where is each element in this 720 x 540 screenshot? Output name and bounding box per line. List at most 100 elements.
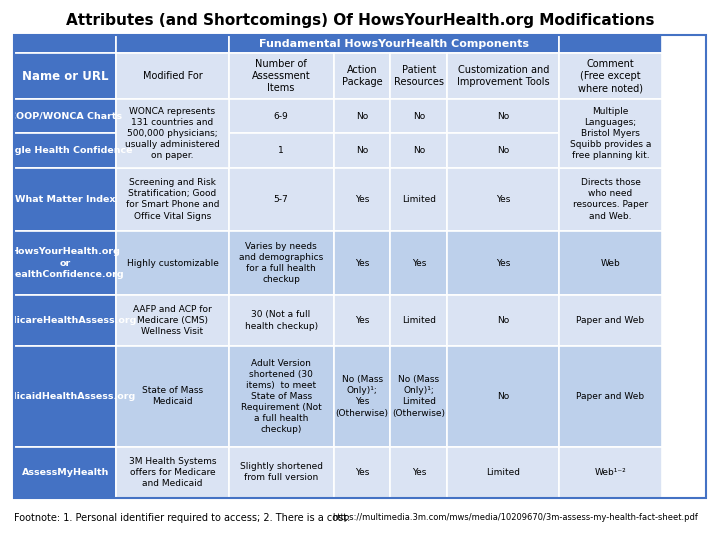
Text: No: No bbox=[356, 146, 368, 155]
Text: Limited: Limited bbox=[486, 468, 521, 477]
Bar bbox=[559, 295, 662, 346]
Text: WONCA represents
131 countries and
500,000 physicians;
usually administered
on p: WONCA represents 131 countries and 500,0… bbox=[125, 106, 220, 160]
Text: Varies by needs
and demographics
for a full health
checkup: Varies by needs and demographics for a f… bbox=[239, 242, 323, 284]
Bar bbox=[333, 231, 390, 295]
Text: Name or URL: Name or URL bbox=[22, 70, 109, 83]
Text: No: No bbox=[356, 112, 368, 120]
Text: 30 (Not a full
health checkup): 30 (Not a full health checkup) bbox=[245, 310, 318, 330]
Bar bbox=[14, 35, 117, 53]
Text: Yes: Yes bbox=[355, 468, 369, 477]
Text: 3M Health Systems
offers for Medicare
and Medicaid: 3M Health Systems offers for Medicare an… bbox=[129, 457, 216, 488]
Text: Yes: Yes bbox=[412, 468, 426, 477]
Text: Modified For: Modified For bbox=[143, 71, 202, 81]
Text: Web: Web bbox=[600, 259, 621, 267]
Bar bbox=[333, 295, 390, 346]
Bar bbox=[228, 447, 333, 498]
Bar bbox=[14, 99, 117, 133]
Bar bbox=[14, 346, 117, 447]
Text: Adult Version
shortened (30
items)  to meet
State of Mass
Requirement (Not
a ful: Adult Version shortened (30 items) to me… bbox=[240, 359, 322, 434]
Bar bbox=[228, 35, 559, 53]
Bar bbox=[559, 53, 662, 99]
Text: Number of
Assessment
Items: Number of Assessment Items bbox=[252, 59, 310, 93]
Bar bbox=[228, 133, 333, 167]
Text: Yes: Yes bbox=[496, 195, 510, 204]
Bar bbox=[117, 295, 228, 346]
Bar bbox=[117, 53, 228, 99]
Text: Single Health Confidence: Single Health Confidence bbox=[0, 146, 132, 155]
Bar bbox=[117, 35, 228, 53]
Bar bbox=[559, 447, 662, 498]
Text: Paper and Web: Paper and Web bbox=[577, 392, 644, 401]
Bar bbox=[447, 133, 559, 167]
Text: 1: 1 bbox=[278, 146, 284, 155]
Text: https://multimedia.3m.com/mws/media/10209670/3m-assess-my-health-fact-sheet.pdf: https://multimedia.3m.com/mws/media/1020… bbox=[332, 514, 698, 523]
Text: AssessMyHealth: AssessMyHealth bbox=[22, 468, 109, 477]
Text: No: No bbox=[497, 316, 509, 325]
Bar bbox=[447, 346, 559, 447]
Text: Yes: Yes bbox=[496, 259, 510, 267]
Bar bbox=[117, 346, 228, 447]
Bar bbox=[390, 231, 447, 295]
Bar bbox=[14, 35, 706, 498]
Text: No (Mass
Only)¹;
Limited
(Otherwise): No (Mass Only)¹; Limited (Otherwise) bbox=[392, 375, 445, 417]
Text: MedicaidHealthAssess.org: MedicaidHealthAssess.org bbox=[0, 392, 136, 401]
Bar bbox=[390, 167, 447, 231]
Bar bbox=[390, 53, 447, 99]
Bar bbox=[117, 447, 228, 498]
Bar bbox=[333, 133, 390, 167]
Text: MedicareHealthAssess.org: MedicareHealthAssess.org bbox=[0, 316, 136, 325]
Text: What Matter Index: What Matter Index bbox=[15, 195, 115, 204]
Bar bbox=[333, 447, 390, 498]
Bar bbox=[117, 167, 228, 231]
Bar bbox=[228, 295, 333, 346]
Bar bbox=[228, 346, 333, 447]
Text: HowsYourHealth.org
or
HealthConfidence.org: HowsYourHealth.org or HealthConfidence.o… bbox=[7, 247, 124, 279]
Bar bbox=[447, 295, 559, 346]
Bar bbox=[333, 167, 390, 231]
Bar bbox=[14, 167, 117, 231]
Text: Fundamental HowsYourHealth Components: Fundamental HowsYourHealth Components bbox=[259, 39, 529, 49]
Text: Web¹⁻²: Web¹⁻² bbox=[595, 468, 626, 477]
Bar bbox=[228, 53, 333, 99]
Bar bbox=[390, 346, 447, 447]
Text: Comment
(Free except
where noted): Comment (Free except where noted) bbox=[578, 59, 643, 93]
Bar bbox=[447, 167, 559, 231]
Text: Limited: Limited bbox=[402, 316, 436, 325]
Bar bbox=[333, 346, 390, 447]
Text: Customization and
Improvement Tools: Customization and Improvement Tools bbox=[457, 65, 549, 87]
Bar bbox=[228, 167, 333, 231]
Text: Yes: Yes bbox=[412, 259, 426, 267]
Text: Yes: Yes bbox=[355, 195, 369, 204]
Bar bbox=[559, 231, 662, 295]
Text: No (Mass
Only)¹;
Yes
(Otherwise): No (Mass Only)¹; Yes (Otherwise) bbox=[336, 375, 389, 417]
Text: Multiple
Languages;
Bristol Myers
Squibb provides a
free planning kit.: Multiple Languages; Bristol Myers Squibb… bbox=[570, 106, 651, 160]
Text: No: No bbox=[497, 112, 509, 120]
Text: AAFP and ACP for
Medicare (CMS)
Wellness Visit: AAFP and ACP for Medicare (CMS) Wellness… bbox=[133, 305, 212, 336]
Bar bbox=[390, 295, 447, 346]
Bar bbox=[333, 99, 390, 133]
Text: Yes: Yes bbox=[355, 259, 369, 267]
Bar bbox=[117, 99, 228, 167]
Bar bbox=[14, 295, 117, 346]
Text: No: No bbox=[413, 146, 425, 155]
Text: No: No bbox=[497, 392, 509, 401]
Bar bbox=[559, 167, 662, 231]
Bar bbox=[228, 99, 333, 133]
Text: 5-7: 5-7 bbox=[274, 195, 289, 204]
Text: Screening and Risk
Stratification; Good
for Smart Phone and
Office Vital Signs: Screening and Risk Stratification; Good … bbox=[126, 178, 219, 220]
Text: Slightly shortened
from full version: Slightly shortened from full version bbox=[240, 462, 323, 482]
Text: No: No bbox=[413, 112, 425, 120]
Bar bbox=[390, 447, 447, 498]
Bar bbox=[559, 99, 662, 167]
Bar bbox=[14, 53, 117, 99]
Text: Highly customizable: Highly customizable bbox=[127, 259, 218, 267]
Bar bbox=[228, 231, 333, 295]
Text: Footnote: 1. Personal identifier required to access; 2. There is a cost:: Footnote: 1. Personal identifier require… bbox=[14, 513, 354, 523]
Bar bbox=[447, 99, 559, 133]
Bar bbox=[14, 133, 117, 167]
Bar bbox=[390, 99, 447, 133]
Text: State of Mass
Medicaid: State of Mass Medicaid bbox=[142, 386, 203, 407]
Text: Attributes (and Shortcomings) Of HowsYourHealth.org Modifications: Attributes (and Shortcomings) Of HowsYou… bbox=[66, 12, 654, 28]
Bar bbox=[14, 231, 117, 295]
Bar bbox=[447, 231, 559, 295]
